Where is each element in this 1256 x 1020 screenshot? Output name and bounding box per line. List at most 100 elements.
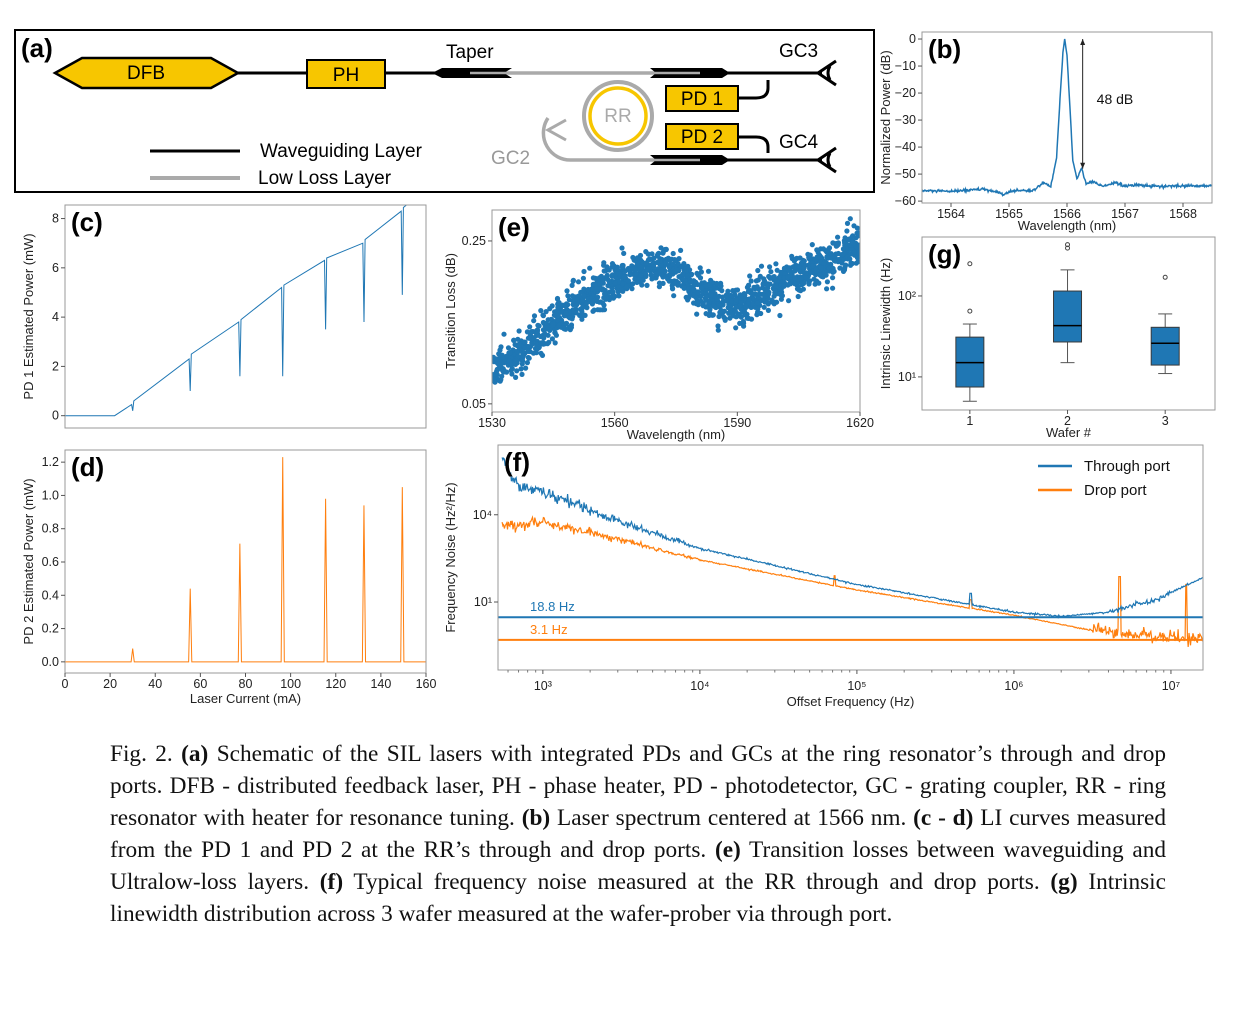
- scatter-point: [670, 261, 676, 267]
- x-tick-label: 2: [1064, 414, 1071, 428]
- scatter-point: [797, 255, 803, 261]
- scatter-point: [768, 269, 774, 275]
- scatter-point: [658, 245, 664, 251]
- scatter-point: [497, 347, 503, 353]
- gc4-grating-coupler-icon: [815, 146, 837, 174]
- scatter-point: [543, 320, 550, 326]
- legend-label: Drop port: [1084, 482, 1147, 499]
- panel-g: 1 2 3 10¹ 10² Wafer # Intrinsic Linewidth (Hz)…: [878, 236, 1216, 440]
- series-line-spectrum: [922, 38, 1212, 197]
- scatter-point: [529, 329, 535, 335]
- scatter-point: [824, 279, 831, 285]
- scatter-point: [590, 275, 597, 281]
- y-axis-label: Transition Loss (dB): [443, 253, 458, 369]
- scatter-point: [845, 237, 851, 243]
- scatter-point: [824, 249, 830, 255]
- scatter-point: [651, 255, 657, 261]
- x-tick-label: 0: [62, 677, 69, 691]
- y-tick-label: 0.0: [42, 655, 59, 669]
- scatter-point: [605, 276, 611, 282]
- scatter-point: [503, 369, 509, 375]
- phase-heater: [306, 59, 386, 89]
- scatter-point: [832, 258, 839, 264]
- scatter-point: [670, 250, 676, 257]
- scatter-point: [563, 310, 569, 316]
- scatter-point: [850, 240, 856, 246]
- x-tick-label: 120: [325, 677, 346, 691]
- scatter-point: [856, 243, 860, 249]
- y-tick-label: −10: [895, 59, 916, 73]
- plot-area: [955, 242, 1180, 402]
- outlier-point: [967, 308, 973, 314]
- x-tick-label: 1590: [723, 416, 751, 430]
- scatter-point: [758, 263, 765, 269]
- scatter-point: [725, 288, 731, 294]
- scatter-point: [660, 250, 666, 256]
- scatter-point: [656, 284, 663, 290]
- outlier-point: [1065, 245, 1071, 251]
- x-tick-label: 1565: [995, 207, 1023, 221]
- x-axis-label: Wafer #: [1046, 425, 1092, 440]
- scatter-point: [658, 267, 664, 273]
- scatter-point: [492, 371, 498, 377]
- scatter-point: [529, 341, 536, 347]
- x-axis-label: Laser Current (mA): [190, 691, 301, 706]
- series-line-pd-2: [65, 457, 426, 663]
- scatter-point: [638, 264, 644, 270]
- series-line-drop-port: [501, 515, 1203, 647]
- scatter-point: [766, 273, 772, 280]
- scatter-point: [774, 278, 780, 284]
- scatter-point: [681, 261, 687, 267]
- scatter-point: [694, 311, 700, 317]
- scatter-point: [574, 297, 581, 303]
- scatter-point: [837, 265, 843, 271]
- panel-label: (b): [928, 34, 961, 64]
- scatter-point: [754, 284, 760, 290]
- scatter-point: [839, 252, 845, 258]
- scatter-point: [621, 250, 627, 256]
- scatter-point: [816, 252, 822, 258]
- scatter-point: [781, 280, 787, 286]
- scatter-point: [818, 265, 824, 271]
- scatter-point: [495, 360, 501, 366]
- scatter-point: [785, 274, 791, 280]
- scatter-point: [830, 240, 836, 246]
- scatter-point: [727, 307, 734, 313]
- axes-frame: [64, 204, 427, 429]
- scatter-point: [834, 243, 840, 249]
- scatter-point: [531, 313, 538, 319]
- ph-label: PH: [333, 65, 359, 86]
- scatter-point: [590, 299, 596, 305]
- scatter-point: [733, 297, 739, 303]
- scatter-point: [711, 303, 717, 309]
- y-tick-label: −50: [895, 167, 916, 181]
- scatter-point: [809, 242, 815, 248]
- scatter-point: [678, 247, 684, 253]
- scatter-point: [519, 361, 525, 367]
- caption-panel-ref: (e): [714, 837, 741, 863]
- box-iqr: [1053, 290, 1083, 343]
- axes-frame: [491, 209, 861, 413]
- scatter-point: [675, 282, 681, 288]
- x-tick-label: 1560: [601, 416, 629, 430]
- caption-text: Schematic of the SIL lasers with integra…: [110, 741, 1166, 831]
- scatter-point: [740, 319, 747, 325]
- panel-f: 18.8 Hz 3.1 Hz Through port Drop port 10³ 10⁴…: [443, 444, 1204, 709]
- scatter-point: [723, 292, 729, 299]
- scatter-point: [703, 311, 709, 317]
- panel-label: (e): [498, 212, 530, 242]
- scatter-point: [519, 371, 525, 377]
- scatter-point: [746, 282, 752, 288]
- scatter-point: [855, 259, 860, 265]
- scatter-point: [856, 249, 860, 255]
- scatter-point: [798, 276, 804, 282]
- scatter-point: [764, 282, 770, 288]
- scatter-point: [593, 286, 600, 292]
- y-tick-label: 0: [909, 32, 916, 46]
- scatter-point: [525, 343, 531, 350]
- legend-label: Through port: [1084, 458, 1171, 475]
- scatter-point: [789, 253, 795, 259]
- caption-text: LI curves measured from the PD 1 and PD …: [110, 805, 1166, 863]
- scatter-point: [769, 297, 775, 303]
- scatter-point: [680, 271, 686, 277]
